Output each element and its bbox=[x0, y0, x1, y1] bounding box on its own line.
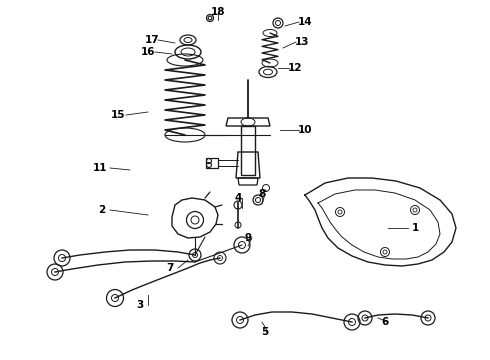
Text: 15: 15 bbox=[111, 110, 125, 120]
Text: 3: 3 bbox=[136, 300, 144, 310]
Text: 8: 8 bbox=[258, 189, 266, 199]
Text: 2: 2 bbox=[98, 205, 106, 215]
Text: 1: 1 bbox=[412, 223, 418, 233]
Text: 13: 13 bbox=[295, 37, 309, 47]
Text: 7: 7 bbox=[166, 263, 173, 273]
Text: 12: 12 bbox=[288, 63, 302, 73]
Text: 10: 10 bbox=[298, 125, 312, 135]
Text: 4: 4 bbox=[234, 193, 242, 203]
Text: 16: 16 bbox=[141, 47, 155, 57]
Text: 9: 9 bbox=[245, 233, 251, 243]
Text: 14: 14 bbox=[298, 17, 312, 27]
Text: 5: 5 bbox=[261, 327, 269, 337]
Text: 18: 18 bbox=[211, 7, 225, 17]
Text: 11: 11 bbox=[93, 163, 107, 173]
Text: 6: 6 bbox=[381, 317, 389, 327]
Text: 17: 17 bbox=[145, 35, 159, 45]
